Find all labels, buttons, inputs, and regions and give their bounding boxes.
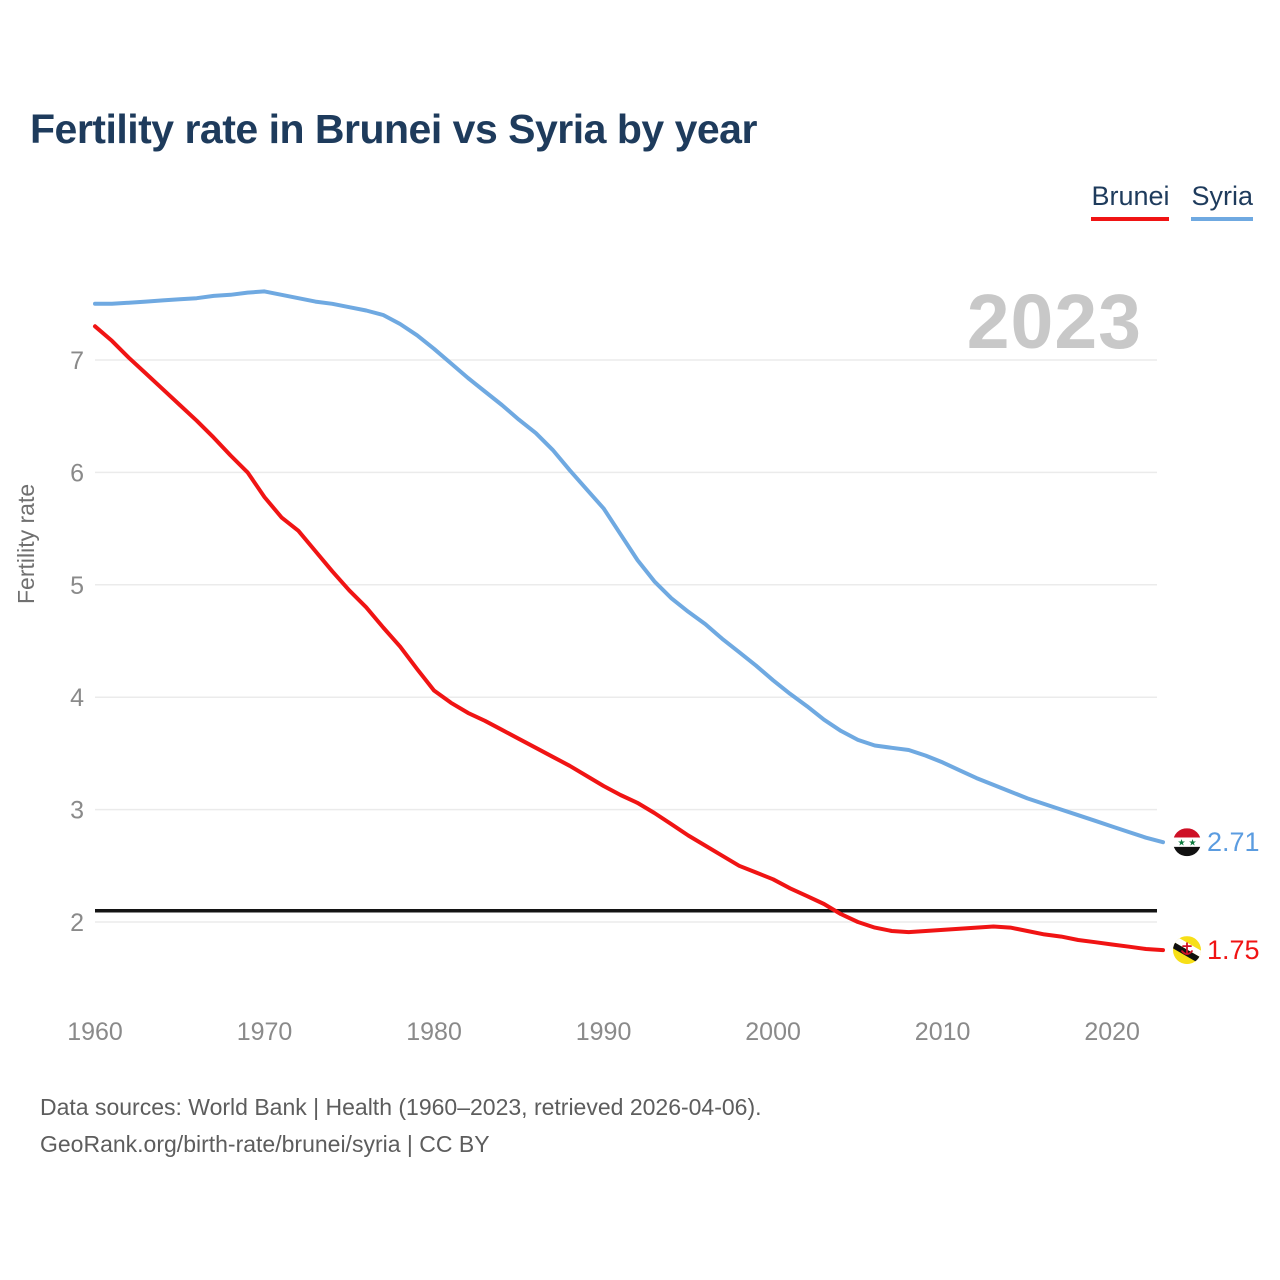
y-tick-label-2: 2: [70, 909, 84, 937]
syria-star-1: ★: [1188, 838, 1196, 848]
legend-label-brunei: Brunei: [1091, 181, 1170, 211]
page-title: Fertility rate in Brunei vs Syria by yea…: [30, 106, 757, 152]
series-line-brunei[interactable]: [93, 324, 1165, 953]
legend-item-brunei[interactable]: Brunei: [1091, 181, 1170, 221]
y-tick-label-5: 5: [70, 572, 84, 600]
syria-star-0: ★: [1177, 838, 1185, 848]
chart-footer: Data sources: World Bank | Health (1960–…: [40, 1089, 762, 1163]
syria-white-band: [1173, 837, 1201, 847]
brunei-flag-icon: [1173, 936, 1201, 965]
x-tick-label-2010: 2010: [915, 1018, 971, 1046]
brunei-white-stripe: [1173, 936, 1201, 959]
syria-red-band: [1173, 828, 1201, 838]
syria-flag-icon: ★ ★: [1173, 828, 1201, 857]
brunei-black-stripe: [1173, 940, 1201, 964]
x-tick-label-2000: 2000: [745, 1018, 801, 1046]
footer-link: GeoRank.org/birth-rate/brunei/syria | CC…: [40, 1131, 490, 1157]
x-tick-label-2020: 2020: [1084, 1018, 1140, 1046]
y-tick-label-3: 3: [70, 797, 84, 825]
brunei-emblem: [1181, 942, 1193, 955]
brunei-stripes: [1173, 936, 1201, 964]
y-tick-label-4: 4: [70, 684, 84, 712]
end-value-label-brunei: 1.75: [1207, 935, 1260, 965]
x-tick-label-1980: 1980: [406, 1018, 462, 1046]
legend: Brunei Syria: [1091, 181, 1253, 221]
watermark-year: 2023: [966, 279, 1142, 365]
x-tick-label-1990: 1990: [576, 1018, 632, 1046]
y-tick-label-6: 6: [70, 459, 84, 487]
legend-label-syria: Syria: [1191, 181, 1253, 211]
x-tick-label-1970: 1970: [237, 1018, 293, 1046]
footer-sources: Data sources: World Bank | Health (1960–…: [40, 1094, 762, 1120]
y-tick-label-7: 7: [70, 347, 84, 375]
syria-black-band: [1173, 846, 1201, 857]
end-value-label-syria: 2.71: [1207, 827, 1260, 857]
x-tick-label-1960: 1960: [67, 1018, 123, 1046]
legend-item-syria[interactable]: Syria: [1191, 181, 1253, 221]
series-line-syria[interactable]: [93, 289, 1165, 845]
